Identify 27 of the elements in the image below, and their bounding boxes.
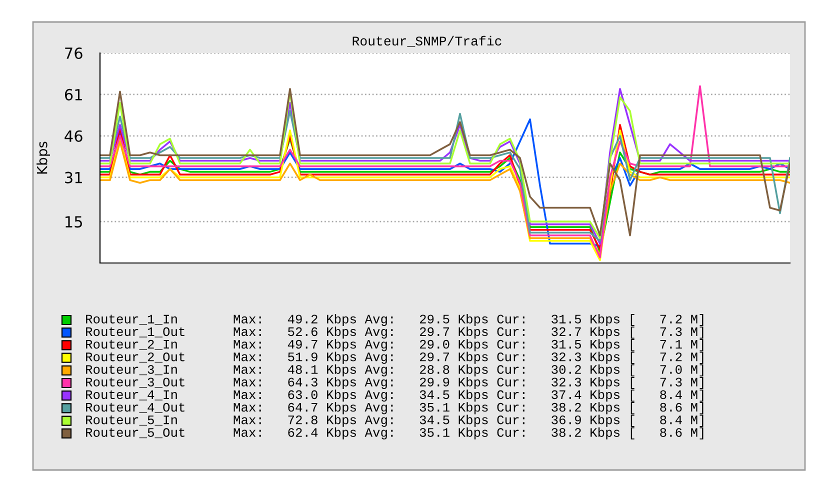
y-tick-label: 46 — [64, 130, 82, 142]
y-tick-label: 31 — [65, 172, 82, 184]
y-axis-title: Kbps — [36, 142, 50, 174]
legend-label: Routeur_5_In — [86, 416, 177, 426]
legend-label: Routeur_1_In — [86, 314, 177, 325]
text: Max: 64.3 Kbps Avg: 29.9 Kbps Cur: 32.3 Kbps [ 7.3 M] — [234, 376, 704, 390]
text: Max: 64.7 Kbps Avg: 35.1 Kbps Cur: 38.2 Kbps [ 8.6 M] — [234, 402, 704, 414]
legend-label: Routeur_3_Out — [86, 378, 184, 388]
y-tick-label: 15 — [66, 216, 82, 228]
chart-title: Routeur_SNMP/Trafic — [352, 36, 502, 47]
y-tick-label: 61 — [64, 88, 82, 100]
legend-label: Routeur_3_In — [86, 365, 177, 376]
legend-label: Routeur_4_Out — [86, 402, 184, 413]
text: Max: 63.0 Kbps Avg: 34.5 Kbps Cur: 37.4 Kbps [ 8.4 M] — [234, 390, 704, 402]
text: Max: 72.8 Kbps Avg: 34.5 Kbps Cur: 36.9 Kbps [ 8.4 M] — [234, 414, 704, 427]
legend-label: Routeur_4_In — [86, 390, 177, 400]
text: Max: 62.4 Kbps Avg: 35.1 Kbps Cur: 38.2 Kbps [ 8.6 M] — [234, 427, 704, 440]
text: Max: 49.7 Kbps Avg: 29.0 Kbps Cur: 31.5 Kbps [ 7.1 M] — [234, 339, 704, 352]
legend-label: Routeur_2_In — [86, 340, 177, 350]
text: Max: 52.6 Kbps Avg: 29.7 Kbps Cur: 32.7 Kbps [ 7.3 M] — [234, 326, 704, 339]
legend-label: Routeur_1_Out — [86, 327, 184, 338]
text: Max: 49.2 Kbps Avg: 29.5 Kbps Cur: 31.5 Kbps [ 7.2 M] — [234, 314, 704, 326]
legend-label: Routeur_5_Out — [86, 428, 184, 438]
legend-label: Routeur_2_Out — [86, 352, 184, 363]
y-tick-label: 76 — [65, 47, 82, 60]
text: Max: 48.1 Kbps Avg: 28.8 Kbps Cur: 30.2 Kbps [ 7.0 M] — [234, 364, 704, 376]
text: Max: 51.9 Kbps Avg: 29.7 Kbps Cur: 32.3 Kbps [ 7.2 M] — [234, 352, 704, 364]
